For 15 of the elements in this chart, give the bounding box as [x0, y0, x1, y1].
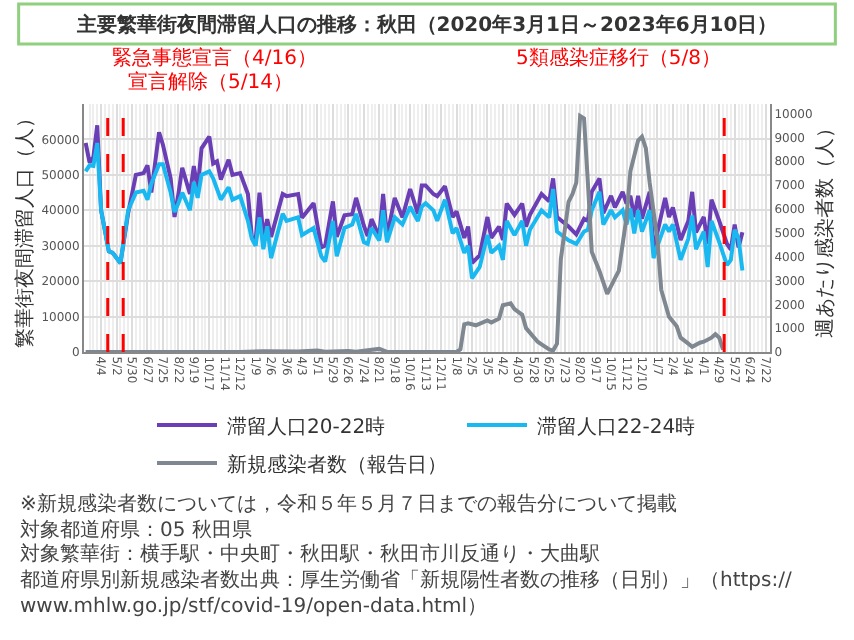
legend-label: 滞留人口22-24時 [537, 414, 696, 439]
ref-line-label: 緊急事態宣言（4/16） [112, 46, 317, 70]
text: 都道府県別新規感染者数出典：厚生労働省「新規陽性者数の推移（日別）」（https://www.mhlw.go.jp/stf/covid-19/open-data.html） [20, 568, 793, 618]
legend-label: 新規感染者数（報告日） [227, 452, 447, 477]
legend-label: 滞留人口20-22時 [227, 414, 386, 439]
text: ※新規感染者数については，令和５年５月７日までの報告分について掲載 [20, 492, 677, 516]
text: 対象都道府県：05 秋田県 [20, 518, 252, 542]
ref-line-label: 5類感染症移行（5/8） [516, 46, 721, 70]
ref-line-label: 宣言解除（5/14） [128, 70, 293, 94]
y-axis-title: 繁華街夜間滞留人口（人） [13, 108, 38, 348]
line-series [84, 140, 745, 281]
y2-axis-title: 週あたり感染者数（人） [812, 118, 837, 338]
chart-title: 主要繁華街夜間滞留人口の推移：秋田（2020年3月1日～2023年6月10日） [74, 13, 778, 37]
line-series [84, 123, 745, 266]
text: 対象繁華街：横手駅・中央町・秋田駅・秋田市川反通り・大曲駅 [20, 542, 600, 566]
